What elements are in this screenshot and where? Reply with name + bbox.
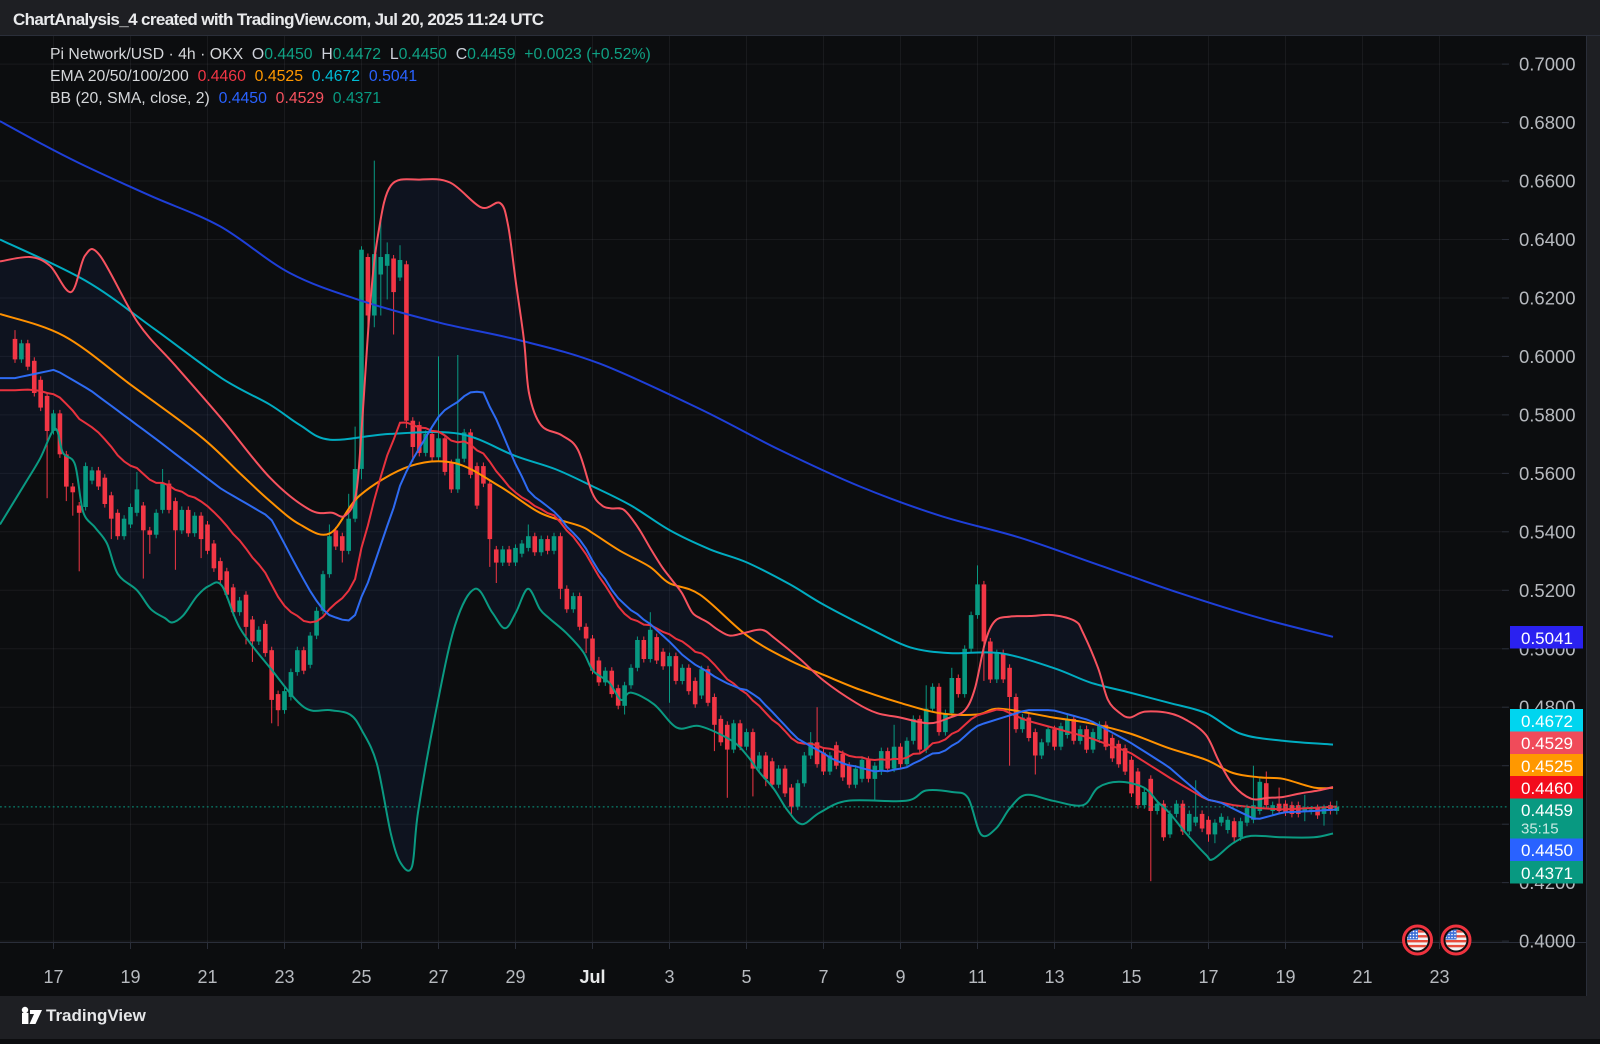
svg-text:0.6800: 0.6800 [1519,112,1576,133]
svg-text:0.4529: 0.4529 [1521,734,1573,753]
svg-text:0.5800: 0.5800 [1519,404,1576,425]
svg-text:7: 7 [818,967,828,987]
svg-text:0.7000: 0.7000 [1519,54,1576,75]
svg-text:0.6600: 0.6600 [1519,171,1576,192]
svg-text:0.5041: 0.5041 [1521,629,1573,648]
svg-text:0.5400: 0.5400 [1519,521,1576,542]
svg-text:25: 25 [351,967,371,987]
svg-text:17: 17 [1198,967,1218,987]
svg-text:15: 15 [1121,967,1141,987]
svg-text:Jul: Jul [579,967,605,987]
svg-text:0.4000: 0.4000 [1519,931,1576,952]
svg-text:27: 27 [428,967,448,987]
svg-text:21: 21 [1352,967,1372,987]
svg-text:0.6200: 0.6200 [1519,288,1576,309]
svg-text:0.5600: 0.5600 [1519,463,1576,484]
svg-text:11: 11 [968,967,987,987]
svg-text:23: 23 [274,967,294,987]
svg-text:21: 21 [197,967,217,987]
svg-text:0.4460: 0.4460 [1521,779,1573,798]
svg-text:5: 5 [741,967,751,987]
svg-text:3: 3 [664,967,674,987]
svg-text:0.4672: 0.4672 [1521,712,1573,731]
svg-text:0.4450: 0.4450 [1521,841,1573,860]
svg-text:17: 17 [43,967,63,987]
svg-text:13: 13 [1044,967,1064,987]
svg-text:0.6400: 0.6400 [1519,229,1576,250]
svg-text:0.4371: 0.4371 [1521,864,1573,883]
svg-text:0.4459: 0.4459 [1521,801,1573,820]
svg-text:0.5200: 0.5200 [1519,580,1576,601]
svg-text:9: 9 [895,967,905,987]
svg-text:0.6000: 0.6000 [1519,346,1576,367]
svg-text:23: 23 [1429,967,1449,987]
svg-text:0.4525: 0.4525 [1521,757,1573,776]
svg-text:19: 19 [1275,967,1295,987]
svg-text:35:15: 35:15 [1521,821,1559,838]
svg-text:19: 19 [120,967,140,987]
svg-text:29: 29 [505,967,525,987]
